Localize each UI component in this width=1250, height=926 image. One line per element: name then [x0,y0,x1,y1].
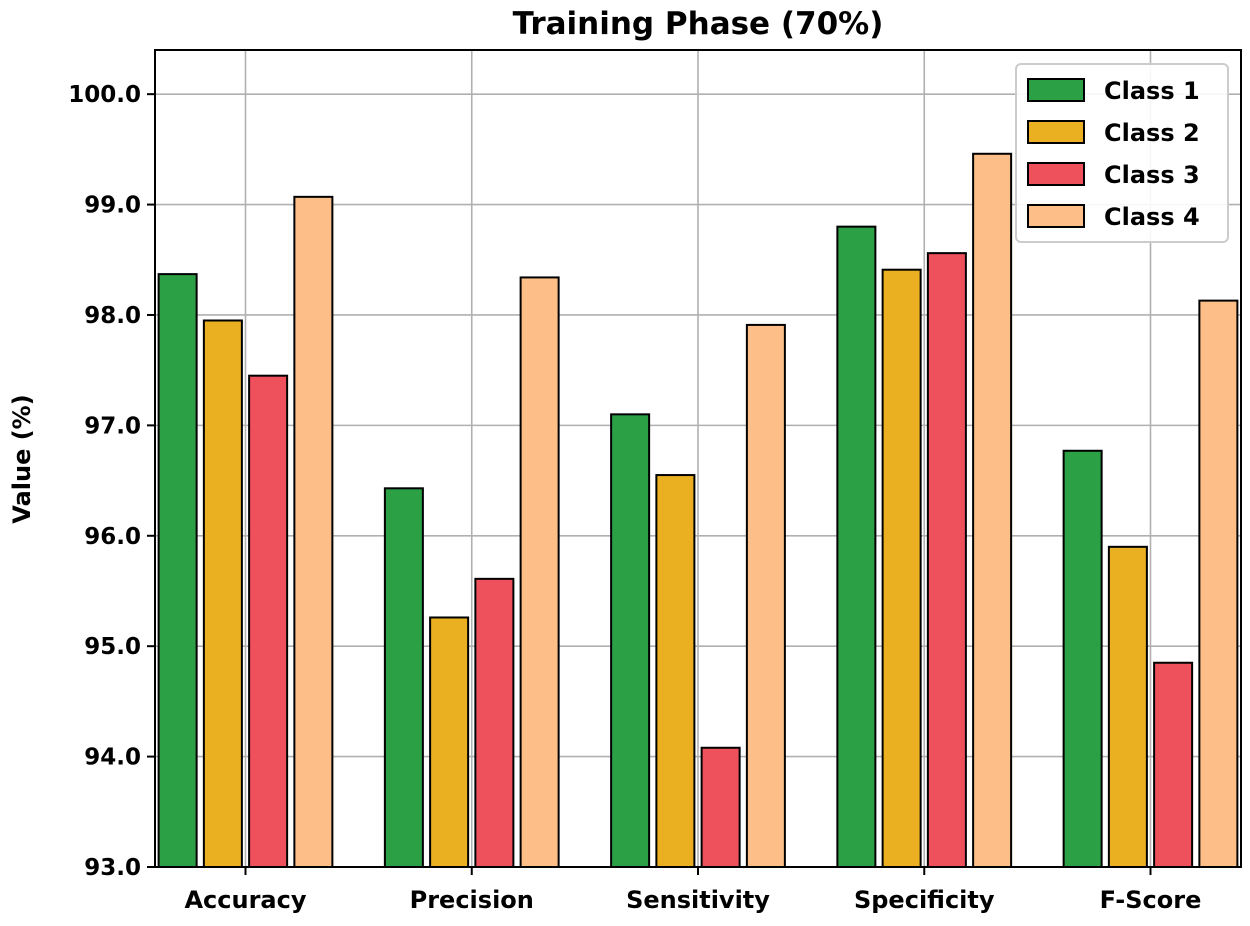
x-tick-label: Sensitivity [626,886,770,914]
legend-swatch [1027,120,1085,144]
y-tick-label: 96.0 [84,524,141,550]
bar-class-4 [972,152,1013,869]
bar-class-4 [519,276,560,869]
x-tick-label: Precision [410,886,534,914]
bar-class-2 [429,616,470,868]
legend: Class 1 Class 2 Class 3 Class 4 [1015,63,1229,243]
y-axis-label: Value (%) [8,394,36,523]
bar-class-3 [926,252,967,869]
bar-class-1 [157,273,198,868]
bar-class-1 [1062,449,1103,868]
bars [157,152,1239,869]
legend-label: Class 3 [1104,161,1200,189]
y-tick-label: 94.0 [84,745,141,771]
y-tick-label: 100.0 [68,82,141,108]
y-tick-label: 98.0 [84,303,141,329]
bar-class-2 [1107,545,1148,869]
legend-label: Class 1 [1104,77,1200,105]
bar-class-1 [383,487,424,868]
y-tick-label: 93.0 [84,855,141,881]
bar-class-3 [474,577,515,869]
chart-title: Training Phase (70%) [513,6,884,42]
legend-box [1015,63,1229,243]
legend-swatch [1027,162,1085,186]
legend-label: Class 2 [1104,119,1200,147]
bar-class-3 [248,374,289,868]
bar-class-2 [881,268,922,868]
legend-label: Class 4 [1104,203,1200,231]
x-tick-label: F-Score [1100,886,1202,914]
bar-class-4 [1198,299,1239,868]
y-ticks: 93.0 94.0 95.0 96.0 97.0 98.0 99.0 100.0 [68,82,155,881]
bar-class-3 [1153,661,1194,868]
legend-swatch [1027,204,1085,228]
y-tick-label: 97.0 [84,413,141,439]
bar-class-4 [745,323,786,868]
bar-class-1 [836,225,877,869]
x-tick-label: Accuracy [184,886,306,914]
bar-class-2 [202,319,243,869]
bar-class-1 [610,413,651,868]
legend-swatch [1027,78,1085,102]
x-ticks: Accuracy Precision Sensitivity Specificity F… [184,867,1201,914]
bar-class-2 [655,474,696,868]
bar-class-3 [700,746,741,868]
y-tick-label: 95.0 [84,634,141,660]
bar-class-4 [293,195,334,869]
y-tick-label: 99.0 [84,193,141,219]
x-tick-label: Specificity [854,886,995,914]
